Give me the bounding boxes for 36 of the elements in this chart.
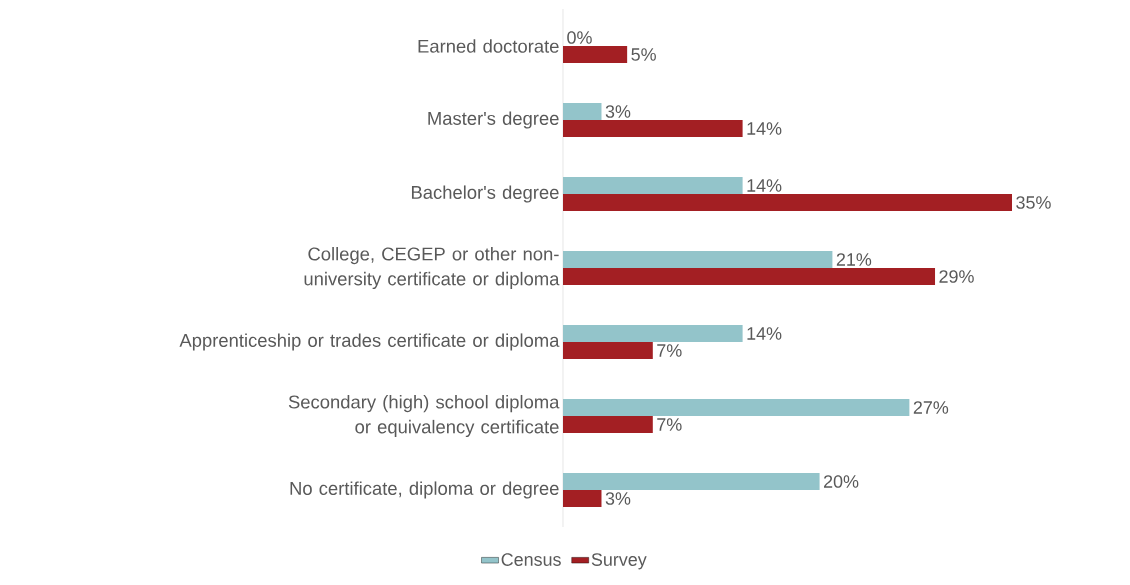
data-label: 3%: [605, 492, 631, 505]
legend-label: Census: [501, 553, 561, 566]
data-label: 35%: [1016, 196, 1051, 209]
data-label: 7%: [657, 418, 682, 431]
bar: [563, 120, 743, 137]
bar: [563, 177, 743, 194]
bar: [563, 251, 833, 268]
data-label: 29%: [939, 270, 974, 283]
data-label: 7%: [657, 344, 682, 357]
y-tick-label: College, CEGEP or other non-university certificate or diploma: [304, 246, 560, 290]
y-tick-label: Master's degree: [428, 111, 559, 129]
bar: [563, 194, 1012, 211]
data-label: 14%: [747, 327, 782, 340]
bar: [563, 103, 602, 120]
y-tick-label: Secondary (high) school diploma or equivalency certificate: [288, 394, 560, 438]
data-label: 0%: [567, 31, 592, 44]
data-label: 5%: [631, 48, 656, 61]
bar: [563, 399, 910, 417]
data-label: 14%: [747, 179, 782, 192]
y-tick-label: Apprenticeship or trades certificate or diploma: [179, 333, 560, 351]
y-tick-label: No certificate, diploma or degree: [290, 481, 559, 499]
data-label: 27%: [913, 401, 949, 414]
y-tick-label: Earned doctorate: [418, 39, 559, 53]
bar: [563, 268, 936, 285]
y-tick-label: Bachelor's degree: [411, 185, 559, 203]
bar: [563, 46, 628, 63]
data-label: 20%: [824, 475, 859, 488]
bar: [563, 342, 653, 360]
data-label: 14%: [747, 122, 782, 135]
bar: [563, 490, 602, 508]
bar: [563, 473, 820, 491]
bar: [563, 325, 743, 342]
data-label: 3%: [605, 105, 631, 118]
data-label: 21%: [836, 253, 872, 266]
bar: [563, 416, 653, 434]
legend-label: Survey: [591, 553, 647, 570]
